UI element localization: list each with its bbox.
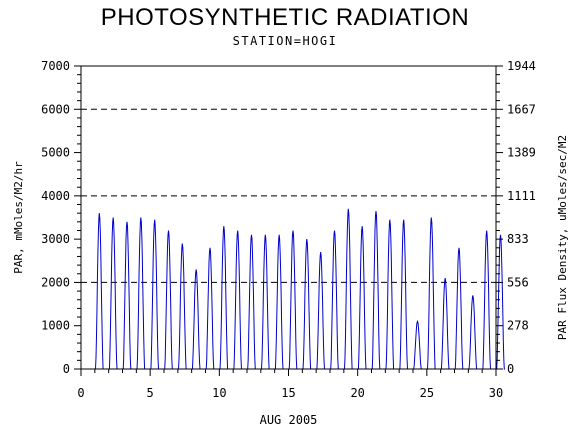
y2-tick-label: 1667 (507, 102, 536, 116)
x-tick-label: 0 (77, 386, 84, 400)
x-tick-label: 20 (350, 386, 364, 400)
y-tick-label: 7000 (41, 59, 70, 73)
x-tick-label: 10 (212, 386, 226, 400)
y2-tick-label: 0 (507, 362, 514, 376)
x-tick-label: 25 (420, 386, 434, 400)
y-tick-label: 6000 (41, 102, 70, 116)
x-axis-label: AUG 2005 (260, 413, 318, 427)
x-tick-label: 15 (281, 386, 295, 400)
y2-axis-label: PAR Flux Density, uMoles/sec/M2 (556, 135, 569, 340)
y2-tick-label: 556 (507, 275, 529, 289)
y-tick-label: 3000 (41, 232, 70, 246)
y-tick-label: 1000 (41, 319, 70, 333)
chart-subtitle: STATION=HOGI (232, 34, 338, 48)
y-axis-label: PAR, mMoles/M2/hr (12, 161, 25, 274)
series-line (87, 208, 505, 370)
y2-tick-label: 1389 (507, 146, 536, 160)
y-tick-label: 4000 (41, 189, 70, 203)
y-tick-label: 0 (63, 362, 70, 376)
y2-tick-label: 833 (507, 232, 529, 246)
y2-tick-label: 1111 (507, 189, 536, 203)
y-tick-label: 2000 (41, 275, 70, 289)
y2-tick-label: 278 (507, 319, 529, 333)
y2-tick-label: 1944 (507, 59, 536, 73)
y-tick-label: 5000 (41, 146, 70, 160)
x-tick-label: 5 (147, 386, 154, 400)
chart-title: PHOTOSYNTHETIC RADIATION (100, 4, 470, 31)
x-tick-label: 30 (489, 386, 503, 400)
